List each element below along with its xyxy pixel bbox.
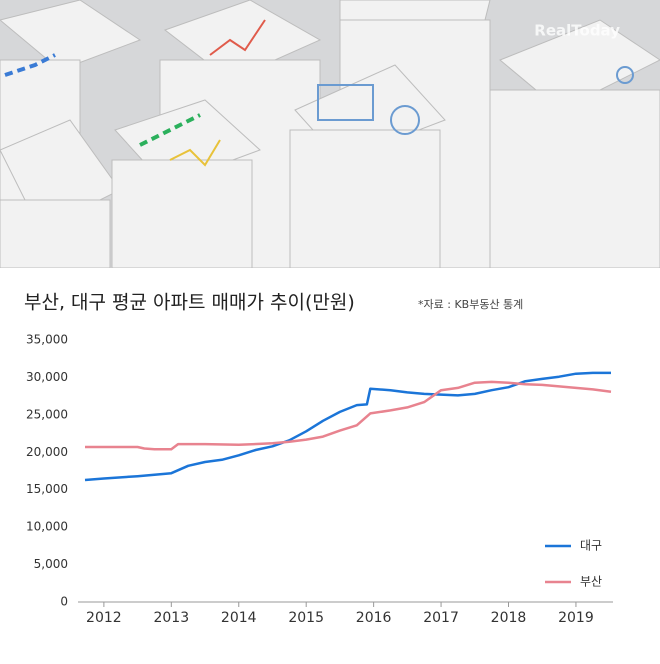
y-tick-label: 15,000 [26, 482, 68, 496]
y-tick-label: 5,000 [34, 557, 68, 571]
source-note: *자료 : KB부동산 통계 [418, 298, 523, 311]
y-tick-label: 20,000 [26, 445, 68, 459]
series-line [84, 371, 611, 482]
x-tick-label: 2014 [221, 610, 257, 626]
y-tick-label: 10,000 [26, 520, 68, 534]
y-tick-label: 30,000 [26, 370, 68, 384]
x-tick-label: 2017 [423, 610, 459, 626]
x-tick-label: 2018 [491, 610, 527, 626]
y-tick-label: 0 [60, 595, 68, 609]
legend-label: 대구 [580, 539, 602, 553]
x-tick-label: 2015 [288, 610, 324, 626]
x-tick-label: 2019 [558, 610, 594, 626]
x-tick-label: 2012 [86, 610, 122, 626]
x-tick-label: 2013 [153, 610, 189, 626]
y-tick-label: 25,000 [26, 407, 68, 421]
legend-label: 부산 [580, 575, 602, 589]
y-tick-label: 35,000 [26, 333, 68, 347]
series-line [85, 380, 612, 451]
x-tick-label: 2016 [356, 610, 392, 626]
watermark: RealToday [534, 22, 620, 40]
chart-title: 부산, 대구 평균 아파트 매매가 추이(만원) [24, 292, 355, 314]
